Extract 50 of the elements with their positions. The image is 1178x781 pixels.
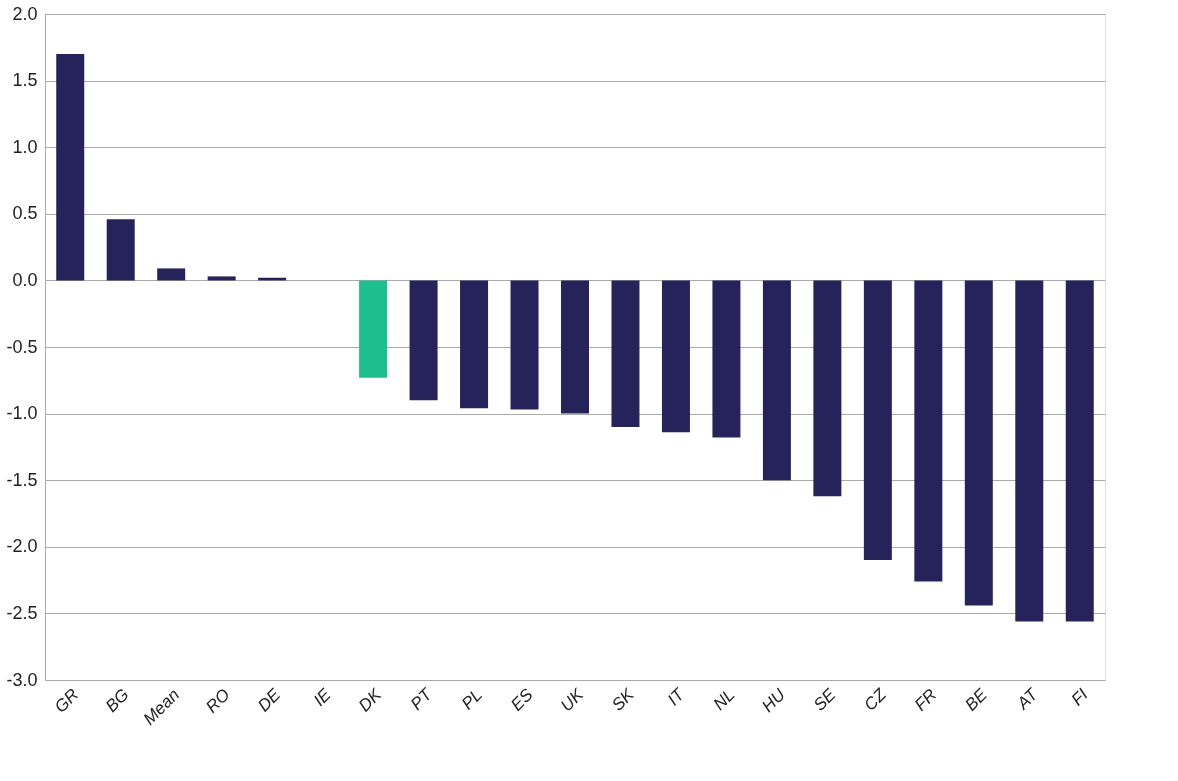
bar	[409, 280, 438, 401]
x-tick-label: NL	[709, 685, 739, 714]
bar	[56, 53, 85, 281]
y-tick-label: 0.5	[12, 203, 38, 224]
bar	[106, 219, 135, 281]
bar	[157, 268, 186, 281]
bar	[1065, 280, 1094, 622]
x-tick-label: BE	[961, 684, 992, 715]
bar	[207, 276, 236, 281]
x-tick-label: FR	[910, 685, 941, 715]
x-tick-label: HU	[758, 684, 790, 716]
bar	[813, 280, 842, 497]
x-tick-label: BG	[101, 685, 133, 716]
bar	[359, 280, 388, 378]
bar	[510, 280, 539, 410]
x-tick-label: ES	[507, 684, 538, 715]
x-tick-label: AT	[1012, 683, 1043, 714]
x-tick-label: IE	[309, 684, 336, 710]
x-tick-label: RO	[202, 685, 234, 717]
x-tick-label: GR	[50, 685, 83, 717]
bar	[611, 280, 640, 427]
y-tick-label: -1.5	[6, 469, 38, 490]
y-tick-label: 1.5	[12, 70, 38, 91]
x-tick-label: PT	[406, 683, 437, 714]
x-tick-label: FI	[1067, 684, 1092, 710]
x-tick-label: CZ	[860, 684, 891, 715]
y-tick-label: -0.5	[6, 336, 38, 357]
bar	[661, 280, 690, 433]
bar	[863, 280, 892, 561]
y-tick-label: 1.0	[12, 136, 38, 157]
bar	[561, 280, 589, 414]
y-tick-label: -1.0	[6, 403, 38, 424]
bar	[762, 280, 791, 481]
bar	[964, 280, 993, 606]
y-tick-label: 2.0	[12, 3, 38, 24]
y-tick-label: -3.0	[6, 669, 38, 690]
x-tick-label: UK	[556, 684, 588, 716]
x-tick-label: PL	[457, 685, 487, 714]
bar	[712, 280, 741, 438]
x-tick-label: DK	[354, 684, 386, 716]
y-tick-label: -2.0	[6, 536, 38, 557]
y-tick-label: -2.5	[6, 602, 38, 623]
bar	[1015, 280, 1044, 622]
bar	[914, 280, 943, 582]
x-tick-label: IT	[663, 683, 690, 710]
x-tick-label: SK	[608, 684, 638, 715]
x-tick-label: DE	[254, 684, 285, 716]
y-tick-label: 0.0	[12, 269, 38, 290]
x-tick-label: SE	[809, 684, 840, 715]
bar	[460, 280, 489, 409]
